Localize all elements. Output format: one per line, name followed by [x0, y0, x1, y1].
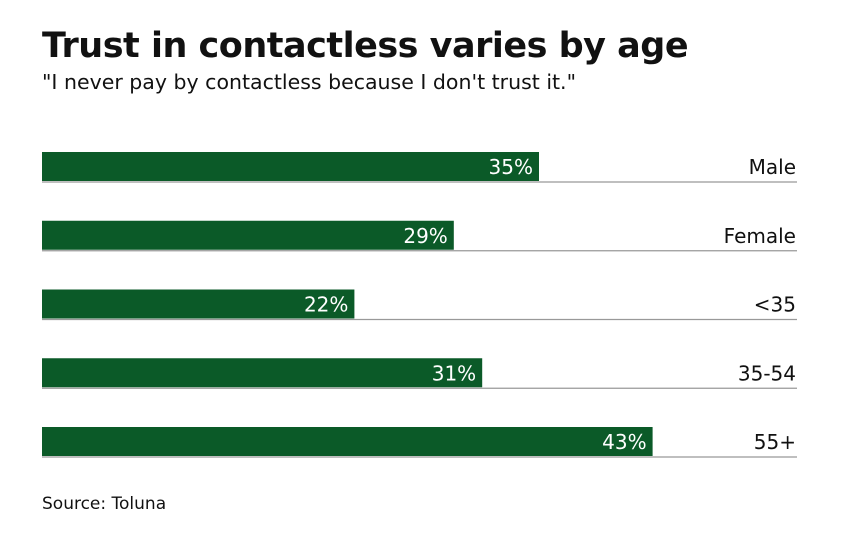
source-note: Source: Toluna: [42, 494, 167, 514]
bar: [42, 289, 355, 319]
category-label: 55+: [754, 430, 796, 454]
category-label: <35: [754, 293, 796, 317]
bar-value-label: 35%: [489, 155, 533, 179]
bar: [42, 152, 539, 181]
bar-value-label: 43%: [602, 430, 646, 454]
bar-value-label: 22%: [304, 293, 348, 317]
category-label: 35-54: [738, 361, 796, 385]
bar: [42, 220, 454, 250]
category-label: Male: [749, 155, 796, 179]
bar: [42, 358, 483, 388]
chart-subtitle: "I never pay by contactless because I do…: [42, 70, 577, 94]
bar: [42, 427, 653, 456]
bar-value-label: 31%: [432, 361, 476, 385]
category-label: Female: [724, 224, 796, 248]
chart-title: Trust in contactless varies by age: [42, 26, 689, 66]
bar-value-label: 29%: [403, 224, 447, 248]
